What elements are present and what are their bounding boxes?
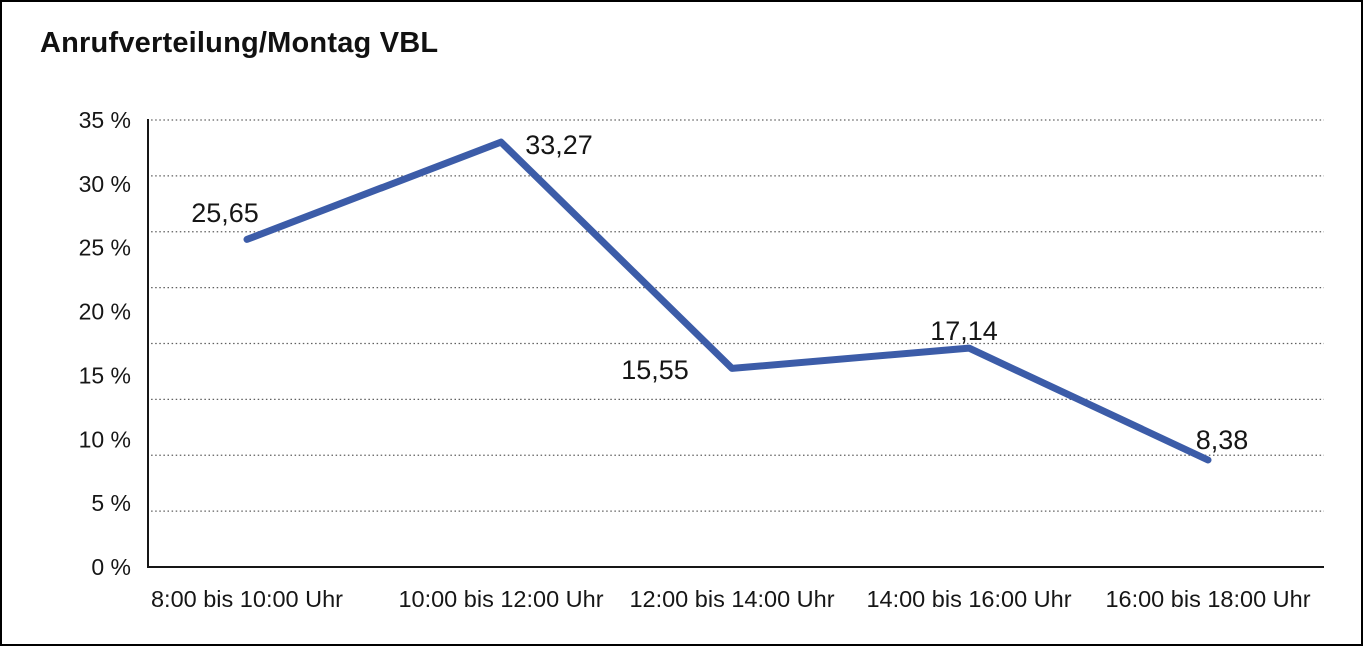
data-point-label: 15,55 xyxy=(621,355,689,385)
chart-title: Anrufverteilung/Montag VBL xyxy=(40,27,439,59)
data-point-label: 33,27 xyxy=(525,130,593,160)
data-point-label: 8,38 xyxy=(1196,425,1249,455)
y-tick-label: 10 % xyxy=(79,426,131,452)
data-point-label: 25,65 xyxy=(191,198,259,228)
y-tick-label: 15 % xyxy=(79,362,131,388)
x-category-label: 12:00 bis 14:00 Uhr xyxy=(629,586,834,612)
y-tick-label: 35 % xyxy=(79,107,131,133)
data-series-line xyxy=(243,138,1212,464)
y-tick-label: 25 % xyxy=(79,235,131,261)
y-tick-label: 30 % xyxy=(79,171,131,197)
y-tick-label: 5 % xyxy=(91,490,131,516)
x-category-label: 14:00 bis 16:00 Uhr xyxy=(866,586,1071,612)
x-category-label: 8:00 bis 10:00 Uhr xyxy=(151,586,343,612)
y-tick-label: 20 % xyxy=(79,299,131,325)
y-tick-label: 0 % xyxy=(91,554,131,580)
data-point-label: 17,14 xyxy=(930,316,998,346)
x-category-label: 10:00 bis 12:00 Uhr xyxy=(398,586,603,612)
x-category-label: 16:00 bis 18:00 Uhr xyxy=(1105,586,1310,612)
